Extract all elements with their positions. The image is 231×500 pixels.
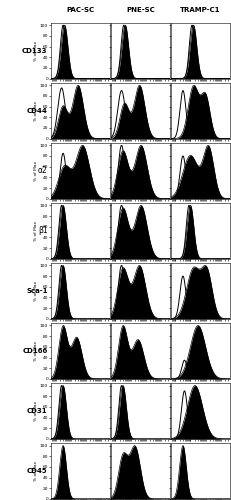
- Y-axis label: % of Max: % of Max: [34, 280, 38, 301]
- Y-axis label: % of Max: % of Max: [34, 100, 38, 120]
- Text: CD45: CD45: [27, 468, 47, 474]
- Y-axis label: % of Max: % of Max: [34, 341, 38, 361]
- Text: α2: α2: [38, 166, 47, 175]
- Text: β1: β1: [38, 226, 47, 235]
- Y-axis label: % of Max: % of Max: [34, 220, 38, 241]
- Text: CD133: CD133: [22, 48, 47, 54]
- Text: CD44: CD44: [27, 108, 47, 114]
- Text: PNE-SC: PNE-SC: [125, 6, 154, 12]
- Y-axis label: % of Max: % of Max: [34, 461, 38, 481]
- Y-axis label: % of Max: % of Max: [34, 401, 38, 421]
- Text: CD166: CD166: [22, 348, 47, 354]
- Text: CD31: CD31: [27, 408, 47, 414]
- Text: TRAMP-C1: TRAMP-C1: [179, 6, 220, 12]
- Y-axis label: % of Max: % of Max: [34, 160, 38, 180]
- Text: Sca-1: Sca-1: [26, 288, 47, 294]
- Y-axis label: % of Max: % of Max: [34, 40, 38, 60]
- Text: PAC-SC: PAC-SC: [66, 6, 94, 12]
